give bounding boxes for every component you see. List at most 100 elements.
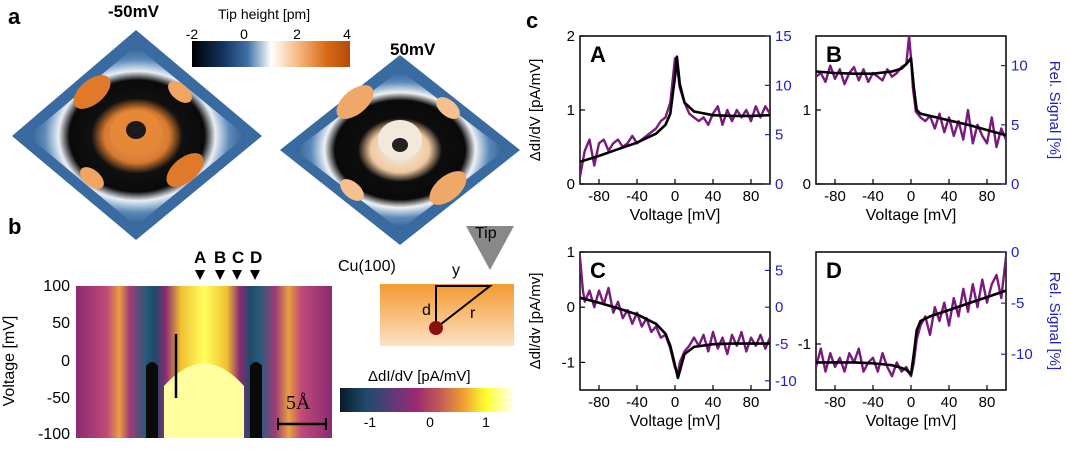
y-right-tick-label: 10 [1011, 58, 1028, 75]
b-ytick: -100 [37, 426, 70, 443]
b-ytick: 0 [61, 353, 70, 370]
adatom [429, 321, 443, 335]
y-right-tick-label: 0 [775, 299, 783, 316]
x-tick-label: 80 [743, 188, 760, 205]
scalebar-label: 5Å [286, 392, 311, 414]
colorbar-a-title: Tip height [pm] [218, 6, 311, 22]
geometry-triangle [435, 285, 493, 329]
x-tick-label: 0 [671, 394, 679, 411]
colorbar-a-tick: 0 [240, 26, 248, 42]
topography-right [280, 55, 520, 245]
y-tick-label: -1 [562, 354, 575, 371]
y-tick-label: 2 [567, 28, 575, 45]
y-right-axis-label: Rel. Signal [%] [1046, 61, 1063, 159]
y-right-tick-label: -5 [775, 336, 788, 353]
colorbar-b-tick: 1 [482, 414, 490, 430]
x-tick-label: -80 [824, 394, 846, 411]
b-ytick: -50 [46, 390, 70, 407]
marker-arrow-b [215, 270, 225, 280]
x-axis-label: Voltage [mV] [630, 413, 721, 430]
x-tick-label: -80 [588, 394, 610, 411]
tip-schematic [380, 226, 514, 346]
x-tick-label: -40 [626, 188, 648, 205]
colorbar-b-tick: -1 [363, 414, 377, 430]
colorbar-b-tick: 0 [426, 414, 434, 430]
x-tick-label: 0 [907, 188, 915, 205]
chart-D: -80 -40 0 40 80 -1 -10 -5 0 Voltage [mV] Rel. Sign… [798, 244, 1063, 430]
subplot-letter: D [826, 258, 842, 283]
x-tick-label: 0 [907, 394, 915, 411]
subplot-letter: C [590, 258, 606, 283]
surface-label: Cu(100) [338, 258, 396, 275]
map-dark-lobe [146, 362, 158, 438]
marker-label: A [194, 248, 207, 267]
subplot-letter: A [590, 42, 606, 67]
colorbar-a [192, 41, 350, 67]
y-tick-label: 1 [567, 102, 575, 119]
y-axis-label: Δdl/dv [pA/mv] [527, 273, 544, 370]
map-central-feature [164, 363, 244, 438]
y-right-axis-label: Rel. Signal [%] [1046, 272, 1063, 370]
y-tick-label: 0 [803, 176, 811, 193]
right-bias-label: 50mV [390, 40, 436, 59]
marker-label: C [232, 248, 245, 267]
x-tick-label: 40 [705, 394, 722, 411]
tip-label: Tip [475, 225, 497, 242]
panel-a-label: a [8, 4, 21, 29]
colorbar-a-tick: -2 [185, 26, 199, 42]
marker-arrow-a [195, 270, 205, 280]
x-tick-label: 0 [671, 188, 679, 205]
colorbar-b [340, 388, 512, 412]
colorbar-b-title: ΔdI/dV [pA/mV] [368, 368, 471, 385]
x-tick-label: -80 [588, 188, 610, 205]
x-tick-label: 40 [941, 394, 958, 411]
spatial-spectral-map [76, 286, 332, 438]
y-tick-label: 0 [567, 176, 575, 193]
fit-series-line [580, 296, 770, 380]
fit-series-line [816, 289, 1006, 376]
y-tick-label: -1 [798, 336, 811, 353]
x-tick-label: -40 [862, 394, 884, 411]
measured-series-line [816, 36, 1006, 149]
x-axis-label: Voltage [mV] [630, 207, 721, 224]
x-axis-label: Voltage [mV] [866, 207, 957, 224]
r-label: r [470, 305, 476, 322]
chart-A: -80 -40 0 40 80 0 1 2 0 5 10 15 Voltage [mV] ΔdI/dV [… [527, 28, 792, 224]
fit-series-line [816, 56, 1006, 137]
x-tick-label: 80 [979, 394, 996, 411]
x-axis-label: Voltage [mV] [866, 413, 957, 430]
y-right-tick-label: 0 [775, 176, 783, 193]
y-label: y [452, 262, 460, 279]
topography-images [12, 30, 520, 245]
cu-surface [380, 284, 514, 346]
panel-c-label: c [526, 8, 539, 33]
x-tick-label: 80 [743, 394, 760, 411]
marker-arrow-d [250, 270, 260, 280]
measured-series-line [580, 257, 770, 375]
fit-series-line [580, 55, 770, 164]
x-tick-label: -80 [824, 188, 846, 205]
panel-b-label: b [8, 214, 22, 239]
marker-arrows [195, 270, 260, 280]
x-tick-label: 40 [941, 188, 958, 205]
left-bias-label: -50mV [108, 2, 160, 21]
b-ytick: 50 [52, 315, 70, 332]
y-right-tick-label: 5 [775, 127, 783, 144]
marker-arrow-c [232, 270, 242, 280]
y-right-tick-label: 0 [1011, 244, 1019, 261]
y-right-tick-label: -10 [1011, 346, 1033, 363]
y-right-tick-label: 10 [775, 77, 792, 94]
x-tick-label: 40 [705, 188, 722, 205]
marker-label: D [250, 248, 263, 267]
y-right-tick-label: 5 [1011, 117, 1019, 134]
colorbar-a-tick: 2 [293, 26, 301, 42]
d-label: d [422, 302, 431, 319]
y-tick-label: 1 [567, 244, 575, 261]
tip-icon [466, 226, 514, 270]
measured-series-line [816, 256, 1006, 378]
y-right-tick-label: 15 [775, 28, 792, 45]
y-tick-label: 0 [567, 299, 575, 316]
